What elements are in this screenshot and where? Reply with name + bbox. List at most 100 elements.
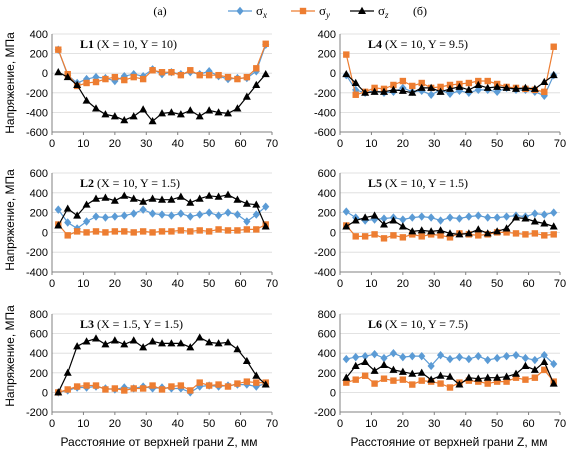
data-point-sz xyxy=(195,194,204,202)
data-point-sy xyxy=(158,228,166,235)
data-point-sx xyxy=(465,212,473,221)
x-tick-label: 0 xyxy=(49,278,55,290)
data-point-sx xyxy=(186,212,194,221)
y-tick-label: 200 xyxy=(30,368,48,380)
x-tick-label: 70 xyxy=(266,278,278,290)
data-point-sz xyxy=(389,365,398,373)
data-point-sx xyxy=(380,353,388,363)
x-tick-label: 50 xyxy=(203,138,215,150)
panel-title-coords: (X = 1.5, Y = 1.5) xyxy=(97,317,183,331)
y-tick-label: 800 xyxy=(30,309,48,321)
y-tick-label: 800 xyxy=(318,309,336,321)
data-point-sz xyxy=(446,372,454,380)
data-point-sy xyxy=(418,79,425,87)
data-point-sz xyxy=(54,68,63,76)
data-point-sy xyxy=(531,374,539,381)
data-point-sy xyxy=(177,71,185,79)
data-point-sz xyxy=(158,195,166,203)
x-tick-label: 0 xyxy=(337,418,343,430)
data-point-sz xyxy=(176,339,185,347)
data-point-sy xyxy=(418,233,425,240)
data-point-sx xyxy=(120,211,128,220)
data-point-sz xyxy=(110,196,119,204)
data-point-sy xyxy=(102,75,109,83)
data-point-sy xyxy=(121,387,128,394)
data-point-sz xyxy=(176,110,185,118)
data-point-sz xyxy=(351,361,360,369)
data-point-sz xyxy=(408,227,417,235)
data-point-sz xyxy=(427,227,436,235)
x-tick-label: 30 xyxy=(140,418,152,430)
legend-marker-sx xyxy=(236,6,244,16)
data-point-sx xyxy=(64,218,72,227)
data-point-sz xyxy=(195,333,204,341)
data-point-sz xyxy=(464,373,473,381)
data-point-sy xyxy=(437,83,444,91)
data-point-sz xyxy=(474,374,483,382)
data-point-sz xyxy=(530,84,539,92)
data-point-sz xyxy=(214,192,223,200)
data-point-sx xyxy=(370,349,379,359)
data-point-sy xyxy=(541,366,548,374)
data-point-sy xyxy=(149,382,156,389)
data-point-sz xyxy=(483,83,492,91)
data-point-sz xyxy=(82,337,91,345)
data-point-sx xyxy=(521,353,530,363)
data-point-sz xyxy=(186,343,195,351)
y-tick-label: -400 xyxy=(26,267,48,279)
data-point-sy xyxy=(215,381,222,388)
x-tick-label: 50 xyxy=(491,418,503,430)
y-tick-label: 0 xyxy=(330,68,336,80)
data-point-sy xyxy=(465,79,473,87)
data-point-sy xyxy=(352,91,359,98)
data-point-sy xyxy=(102,229,109,236)
data-point-sy xyxy=(215,226,222,233)
data-point-sz xyxy=(120,116,129,124)
data-point-sz xyxy=(398,222,407,230)
data-point-sx xyxy=(493,353,501,363)
data-point-sz xyxy=(408,369,417,377)
data-point-sz xyxy=(370,87,379,95)
data-point-sz xyxy=(233,195,242,203)
x-tick-label: 20 xyxy=(109,138,121,150)
data-point-sy xyxy=(187,228,194,235)
y-tick-label: 0 xyxy=(330,387,336,399)
data-point-sy xyxy=(399,376,407,383)
y-tick-label: 0 xyxy=(42,387,48,399)
data-point-sy xyxy=(409,82,416,90)
x-tick-label: 20 xyxy=(109,418,121,430)
data-point-sz xyxy=(370,211,379,219)
data-point-sz xyxy=(361,213,370,221)
x-tick-label: 20 xyxy=(397,418,409,430)
x-tick-label: 10 xyxy=(77,138,89,150)
data-point-sx xyxy=(446,354,454,364)
data-point-sx xyxy=(101,213,110,222)
data-point-sz xyxy=(54,388,63,396)
data-point-sz xyxy=(233,345,242,353)
data-point-sx xyxy=(399,352,407,362)
data-point-sy xyxy=(503,229,510,236)
data-point-sy xyxy=(531,230,539,237)
data-point-sy xyxy=(418,377,425,384)
x-tick-label: 60 xyxy=(522,418,534,430)
data-point-sx xyxy=(493,213,501,222)
data-point-sy xyxy=(73,228,81,235)
panel-title-coords: (X = 10, Y = 9.5) xyxy=(385,37,468,51)
x-tick-label: 60 xyxy=(234,278,246,290)
data-point-sy xyxy=(83,79,90,87)
y-tick-label: 200 xyxy=(318,368,336,380)
y-tick-label: 0 xyxy=(42,68,48,80)
data-point-sx xyxy=(531,209,539,218)
data-point-sx xyxy=(177,209,185,218)
data-point-sz xyxy=(54,221,63,229)
y-tick-label: -200 xyxy=(26,407,48,419)
data-point-sz xyxy=(167,108,176,116)
data-point-sy xyxy=(437,380,444,387)
data-point-sz xyxy=(82,200,91,208)
data-point-sz xyxy=(436,226,445,234)
legend-label-sz: σz xyxy=(378,3,389,20)
y-tick-label: -200 xyxy=(26,88,48,100)
data-point-sz xyxy=(148,117,157,125)
